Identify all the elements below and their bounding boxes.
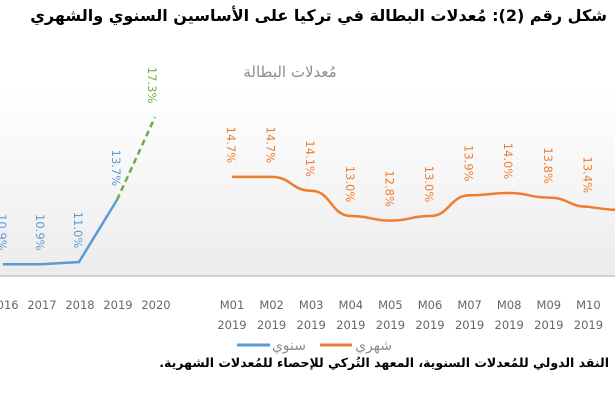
monthly-x-tick-label: M02: [259, 298, 284, 312]
monthly-x-tick-label: M08: [497, 298, 522, 312]
annual-data-label: 10.9%: [0, 214, 9, 251]
annual-forecast-line: [115, 116, 157, 201]
monthly-data-label: 13.0%: [422, 166, 436, 203]
monthly-x-tick-year: 2019: [495, 318, 524, 332]
monthly-x-tick-year: 2019: [297, 318, 326, 332]
source-note: النقد الدولي للمُعدلات السنوية، المعهد ا…: [159, 355, 609, 370]
monthly-x-tick-year: 2019: [534, 318, 563, 332]
annual-x-tick-label: 2020: [141, 298, 170, 312]
annual-x-tick-label: 2018: [65, 298, 94, 312]
annual-data-label: 11.0%: [71, 212, 85, 249]
legend-annual-label: سنوي: [272, 338, 306, 354]
annual-x-tick-label: 2016: [0, 298, 19, 312]
monthly-data-label: 13.8%: [541, 147, 555, 184]
annual-data-label: 17.3%: [145, 67, 159, 104]
annual-data-label: 13.7%: [109, 150, 123, 187]
figure-title: شكل رقم (2): مُعدلات البطالة في تركيا عل…: [30, 6, 607, 25]
monthly-x-tick-year: 2019: [574, 318, 603, 332]
monthly-x-tick-year: 2019: [217, 318, 246, 332]
monthly-x-tick-year: 2019: [455, 318, 484, 332]
legend-monthly-label: شهري: [355, 338, 392, 354]
monthly-data-label: 14.1%: [303, 140, 317, 177]
annual-series-line: [3, 199, 119, 266]
monthly-x-tick-label: M01: [220, 298, 245, 312]
monthly-x-tick-label: M06: [418, 298, 443, 312]
monthly-data-label: 13.9%: [462, 145, 476, 182]
annual-x-tick-label: 2017: [27, 298, 56, 312]
monthly-x-tick-year: 2019: [336, 318, 365, 332]
monthly-data-label: 14.0%: [501, 143, 515, 180]
monthly-data-label: 12.8%: [382, 170, 396, 207]
monthly-x-tick-label: M07: [457, 298, 482, 312]
monthly-data-label: 14.7%: [224, 127, 238, 164]
legend: شهري سنوي: [237, 338, 392, 354]
monthly-x-tick-year: 2019: [415, 318, 444, 332]
monthly-x-tick-label: M09: [537, 298, 562, 312]
monthly-x-tick-label: M10: [576, 298, 601, 312]
monthly-x-tick-label: M04: [339, 298, 364, 312]
plot-area: [0, 90, 615, 275]
annual-x-tick-label: 2019: [103, 298, 132, 312]
monthly-x-tick-label: M03: [299, 298, 324, 312]
annual-data-label: 10.9%: [33, 214, 47, 251]
monthly-x-tick-label: M05: [378, 298, 403, 312]
monthly-data-label: 13.4%: [580, 157, 594, 194]
chart-title: مُعدلات البطالة: [243, 63, 336, 81]
monthly-data-label: 13.0%: [343, 166, 357, 203]
monthly-data-label: 14.7%: [264, 127, 278, 164]
monthly-x-tick-year: 2019: [257, 318, 286, 332]
monthly-x-tick-year: 2019: [376, 318, 405, 332]
monthly-series-line: [231, 175, 615, 222]
